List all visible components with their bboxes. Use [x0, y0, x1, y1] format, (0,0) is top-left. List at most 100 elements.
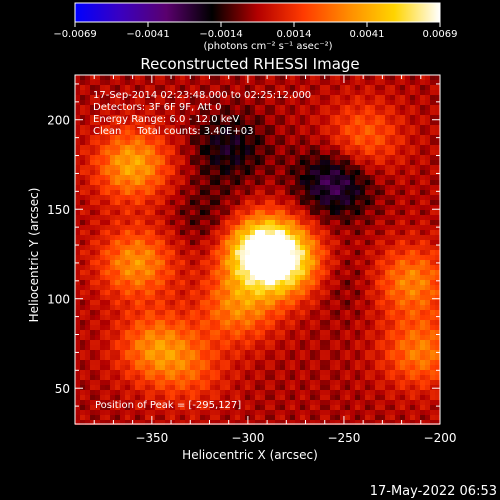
heatmap-cell [230, 80, 235, 85]
heatmap-cell [185, 265, 190, 270]
heatmap-cell [130, 170, 135, 175]
heatmap-cell [295, 295, 300, 300]
heatmap-cell [295, 330, 300, 335]
heatmap-cell [370, 125, 375, 130]
heatmap-cell [225, 110, 230, 115]
heatmap-cell [130, 235, 135, 240]
heatmap-cell [350, 355, 355, 360]
heatmap-cell [125, 225, 130, 230]
heatmap-cell [115, 290, 120, 295]
heatmap-cell [425, 300, 430, 305]
heatmap-cell [175, 100, 180, 105]
heatmap-cell [185, 250, 190, 255]
heatmap-cell [80, 300, 85, 305]
heatmap-cell [150, 95, 155, 100]
heatmap-cell [170, 360, 175, 365]
heatmap-cell [215, 185, 220, 190]
heatmap-cell [200, 365, 205, 370]
heatmap-cell [210, 315, 215, 320]
heatmap-cell [305, 275, 310, 280]
heatmap-cell [430, 335, 435, 340]
heatmap-cell [435, 130, 440, 135]
heatmap-cell [275, 330, 280, 335]
heatmap-cell [365, 250, 370, 255]
heatmap-cell [100, 125, 105, 130]
heatmap-cell [155, 265, 160, 270]
heatmap-cell [100, 315, 105, 320]
heatmap-cell [305, 100, 310, 105]
heatmap-cell [320, 265, 325, 270]
heatmap-cell [240, 240, 245, 245]
heatmap-cell [235, 350, 240, 355]
heatmap-cell [320, 380, 325, 385]
heatmap-cell [305, 125, 310, 130]
heatmap-cell [275, 390, 280, 395]
heatmap-cell [345, 270, 350, 275]
heatmap-cell [110, 355, 115, 360]
heatmap-cell [420, 250, 425, 255]
heatmap-cell [345, 130, 350, 135]
heatmap-cell [195, 185, 200, 190]
heatmap-cell [185, 275, 190, 280]
heatmap-cell [210, 165, 215, 170]
heatmap-cell [170, 305, 175, 310]
heatmap-cell [125, 160, 130, 165]
heatmap-cell [210, 410, 215, 415]
heatmap-cell [310, 95, 315, 100]
heatmap-cell [125, 400, 130, 405]
heatmap-cell [260, 285, 265, 290]
heatmap-cell [345, 335, 350, 340]
heatmap-cell [150, 315, 155, 320]
heatmap-cell [400, 335, 405, 340]
heatmap-cell [165, 270, 170, 275]
heatmap-cell [330, 310, 335, 315]
heatmap-cell [305, 85, 310, 90]
heatmap-cell [100, 335, 105, 340]
heatmap-cell [320, 365, 325, 370]
heatmap-cell [135, 365, 140, 370]
heatmap-cell [255, 220, 260, 225]
heatmap-cell [130, 135, 135, 140]
heatmap-cell [390, 245, 395, 250]
heatmap-cell [385, 90, 390, 95]
heatmap-cell [100, 80, 105, 85]
heatmap-cell [250, 315, 255, 320]
heatmap-cell [85, 355, 90, 360]
heatmap-cell [420, 275, 425, 280]
heatmap-cell [365, 85, 370, 90]
heatmap-cell [160, 285, 165, 290]
heatmap-cell [350, 360, 355, 365]
heatmap-cell [160, 375, 165, 380]
heatmap-cell [205, 80, 210, 85]
heatmap-cell [390, 315, 395, 320]
heatmap-cell [415, 400, 420, 405]
heatmap-cell [340, 400, 345, 405]
heatmap-cell [125, 270, 130, 275]
heatmap-cell [90, 250, 95, 255]
heatmap-cell [210, 345, 215, 350]
heatmap-cell [205, 290, 210, 295]
heatmap-cell [225, 145, 230, 150]
heatmap-cell [345, 275, 350, 280]
heatmap-cell [265, 285, 270, 290]
heatmap-cell [395, 365, 400, 370]
heatmap-cell [145, 255, 150, 260]
heatmap-cell [335, 145, 340, 150]
heatmap-cell [225, 235, 230, 240]
heatmap-cell [350, 140, 355, 145]
heatmap-cell [90, 195, 95, 200]
heatmap-cell [260, 105, 265, 110]
heatmap-cell [285, 265, 290, 270]
heatmap-cell [425, 250, 430, 255]
heatmap-cell [255, 95, 260, 100]
heatmap-cell [300, 165, 305, 170]
heatmap-cell [225, 160, 230, 165]
heatmap-cell [300, 240, 305, 245]
heatmap-cell [435, 310, 440, 315]
heatmap-cell [265, 130, 270, 135]
heatmap-cell [425, 130, 430, 135]
heatmap-cell [340, 255, 345, 260]
heatmap-cell [75, 345, 80, 350]
heatmap-cell [270, 325, 275, 330]
heatmap-cell [415, 210, 420, 215]
